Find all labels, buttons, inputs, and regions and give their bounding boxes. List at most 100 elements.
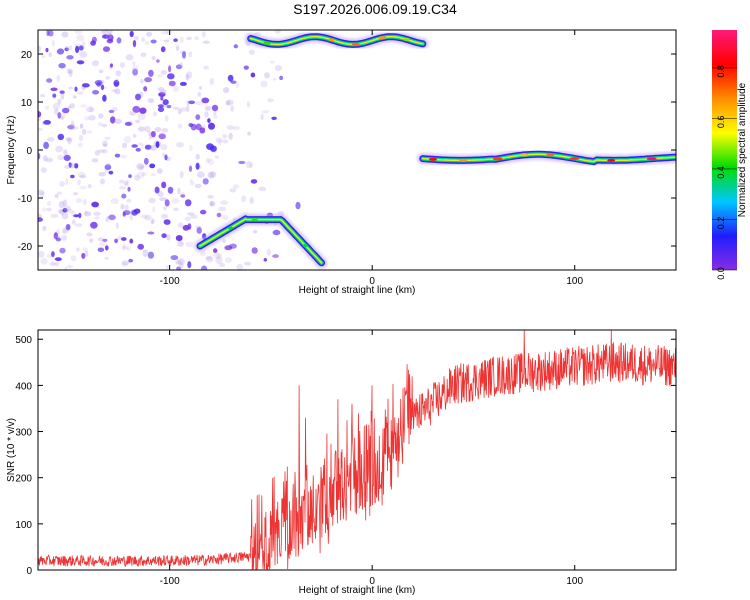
speckle-blob [104, 256, 109, 260]
speckle-blob [46, 254, 53, 258]
speckle-blob [194, 36, 200, 41]
speckle-blob [226, 125, 235, 130]
speckle-blob [205, 158, 211, 164]
speckle-blob [295, 201, 301, 210]
speckle-blob [243, 261, 252, 266]
speckle-blob [123, 136, 132, 144]
speckle-blob [110, 198, 119, 205]
speckle-blob [132, 68, 139, 76]
speckle-blob [205, 256, 213, 260]
speckle-blob [102, 238, 108, 242]
speckle-blob [57, 133, 65, 141]
speckle-blob [166, 234, 171, 241]
speckle-blob [114, 78, 119, 83]
speckle-blob [90, 40, 96, 46]
speckle-blob [194, 183, 202, 189]
speckle-blob [126, 199, 132, 203]
spectrogram-plot-area [38, 30, 676, 270]
speckle-blob [40, 258, 48, 265]
band-hotspot [546, 153, 555, 157]
speckle-blob [195, 114, 201, 120]
speckle-blob [238, 160, 246, 165]
speckle-blob [81, 128, 87, 135]
speckle-blob [59, 112, 66, 120]
speckle-blob [186, 104, 190, 113]
figure-title: S197.2026.006.09.19.C34 [293, 1, 457, 17]
speckle-blob [266, 249, 272, 256]
speckle-blob [51, 39, 55, 47]
speckle-blob [194, 225, 202, 229]
speckle-blob [45, 105, 49, 111]
speckle-blob [106, 163, 111, 168]
speckle-blob [51, 251, 55, 258]
speckle-blob [165, 30, 173, 35]
band-hotspot [352, 42, 360, 46]
speckle-blob [197, 91, 201, 97]
speckle-blob [187, 223, 192, 230]
speckle-blob [209, 171, 217, 178]
speckle-blob [74, 163, 79, 169]
speckle-blob [135, 147, 141, 152]
speckle-blob [198, 86, 203, 90]
speckle-blob [207, 118, 211, 123]
speckle-blob [143, 157, 149, 165]
speckle-blob [232, 125, 241, 131]
speckle-blob [149, 144, 157, 151]
speckle-blob [202, 40, 210, 44]
speckle-blob [115, 222, 119, 229]
speckle-blob [160, 70, 167, 75]
speckle-blob [84, 210, 88, 215]
speckle-blob [42, 155, 48, 162]
speckle-blob [102, 140, 108, 147]
speckle-blob [77, 179, 81, 186]
speckle-blob [99, 240, 107, 247]
speckle-blob [150, 39, 157, 44]
speckle-blob [172, 85, 179, 92]
speckle-blob [175, 64, 183, 70]
speckle-blob [140, 214, 148, 219]
speckle-blob [43, 141, 49, 149]
speckle-blob [62, 227, 67, 234]
speckle-blob [58, 200, 65, 209]
speckle-blob [252, 229, 258, 234]
speckle-blob [91, 201, 99, 208]
band-hotspot [302, 244, 309, 247]
speckle-blob [108, 109, 115, 114]
speckle-blob [213, 110, 217, 116]
speckle-blob [54, 194, 59, 199]
speckle-blob [73, 192, 78, 196]
speckle-blob [148, 132, 152, 140]
speckle-blob [235, 81, 239, 89]
speckle-blob [52, 93, 57, 98]
speckle-blob [108, 170, 114, 175]
speckle-blob [129, 214, 133, 221]
speckle-blob [269, 60, 275, 64]
speckle-blob [41, 54, 46, 59]
colorbar-label: Normalized spectral amplitude [737, 82, 748, 217]
speckle-blob [224, 257, 232, 263]
speckle-blob [250, 72, 256, 78]
speckle-blob [122, 243, 126, 250]
spectrogram-x-tick-label: 0 [369, 276, 375, 287]
band-hotspot [328, 38, 335, 42]
band-hotspot [429, 157, 437, 161]
speckle-blob [105, 245, 109, 251]
band-hotspot [262, 41, 271, 45]
speckle-blob [104, 164, 112, 171]
speckle-blob [220, 200, 229, 205]
speckle-blob [176, 142, 185, 148]
speckle-blob [55, 261, 60, 267]
speckle-blob [249, 196, 254, 205]
speckle-blob [209, 201, 216, 207]
speckle-blob [61, 31, 69, 38]
speckle-blob [106, 32, 112, 40]
speckle-blob [90, 221, 98, 229]
speckle-blob [76, 247, 80, 252]
speckle-blob [154, 186, 160, 194]
speckle-blob [66, 55, 74, 60]
speckle-blob [149, 163, 156, 169]
speckle-blob [196, 171, 205, 178]
speckle-blob [114, 88, 121, 95]
speckle-blob [236, 263, 244, 270]
